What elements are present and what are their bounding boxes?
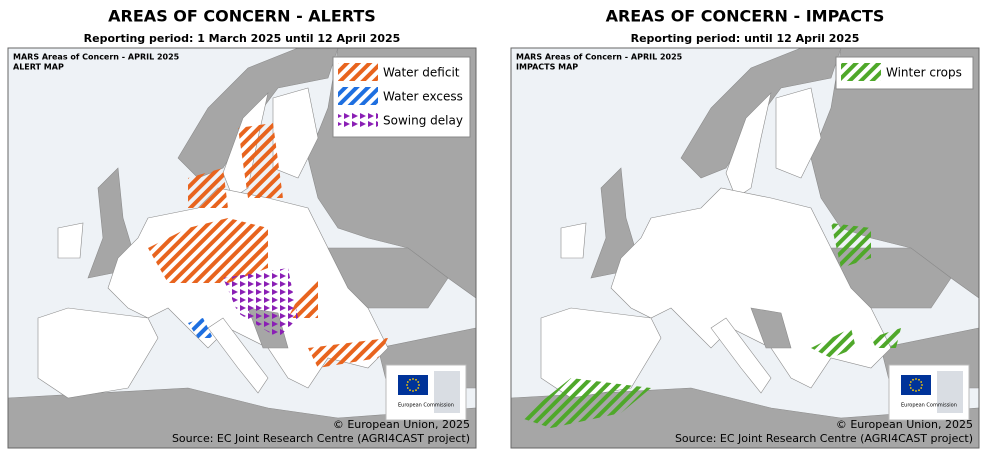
flag-star — [409, 378, 411, 381]
winter-crops-areas — [521, 223, 901, 428]
flag-star — [915, 390, 917, 392]
map-title: MARS Areas of Concern - APRIL 2025 — [516, 53, 683, 62]
map-frame — [510, 47, 980, 449]
flag-star — [909, 381, 912, 383]
source: Source: EC Joint Research Centre (AGRI4C… — [675, 432, 973, 445]
flag-star — [909, 387, 912, 389]
legend-label: Winter crops — [886, 66, 962, 80]
logo-graphic — [937, 371, 963, 413]
flag-star — [415, 378, 417, 381]
panel-subtitle: Reporting period: 1 March 2025 until 12 … — [84, 32, 401, 45]
source: Source: EC Joint Research Centre (AGRI4C… — [172, 432, 470, 445]
flag-star — [918, 378, 920, 381]
flag-star — [918, 389, 920, 392]
sowing-delay-area — [223, 268, 298, 338]
legend-swatch — [338, 111, 378, 129]
legend-swatch — [338, 87, 378, 105]
water-excess-area — [188, 318, 213, 338]
legend-label: Water deficit — [383, 66, 460, 80]
panel-title: AREAS OF CONCERN - ALERTS — [108, 7, 376, 26]
legend-swatch — [338, 63, 378, 81]
water-deficit-areas — [148, 123, 388, 368]
panel-subtitle: Reporting period: until 12 April 2025 — [631, 32, 860, 45]
alerts-map — [7, 47, 477, 449]
impacts-map — [510, 47, 980, 449]
flag-star — [409, 389, 411, 392]
panel-title: AREAS OF CONCERN - IMPACTS — [606, 7, 885, 26]
flag-star — [912, 389, 914, 392]
flag-star — [417, 387, 420, 389]
map-title: MARS Areas of Concern - APRIL 2025 — [13, 53, 180, 62]
logo-graphic — [434, 371, 460, 413]
legend-label: Sowing delay — [383, 114, 463, 128]
flag-star — [412, 378, 414, 380]
legend-label: Water excess — [383, 90, 463, 104]
flag-star — [915, 378, 917, 380]
copyright: © European Union, 2025 — [836, 418, 973, 431]
map-subtitle: IMPACTS MAP — [516, 63, 578, 72]
logo-text: European Commission — [398, 403, 454, 409]
flag-star — [920, 381, 923, 383]
logo-text: European Commission — [901, 403, 957, 409]
flag-star — [406, 387, 409, 389]
eu-flag — [398, 375, 428, 395]
flag-star — [912, 378, 914, 381]
legend-swatch — [841, 63, 881, 81]
flag-star — [417, 381, 420, 383]
flag-star — [406, 381, 409, 383]
flag-star — [921, 384, 923, 386]
map-frame — [7, 47, 477, 449]
flag-star — [418, 384, 420, 386]
flag-star — [412, 390, 414, 392]
flag-star — [920, 387, 923, 389]
flag-star — [909, 384, 911, 386]
flag-star — [406, 384, 408, 386]
copyright: © European Union, 2025 — [333, 418, 470, 431]
eu-flag — [901, 375, 931, 395]
flag-star — [415, 389, 417, 392]
map-subtitle: ALERT MAP — [13, 63, 64, 72]
